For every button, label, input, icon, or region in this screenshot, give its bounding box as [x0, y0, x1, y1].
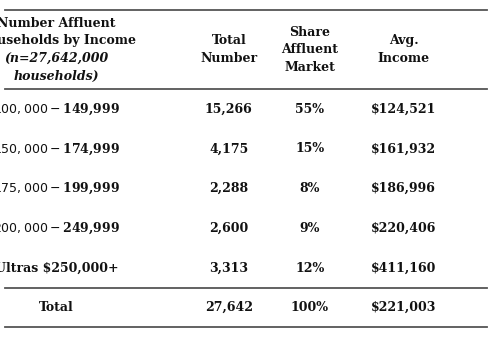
Text: 55%: 55% [296, 103, 324, 116]
Text: Affluent: Affluent [281, 43, 338, 56]
Text: $220,406: $220,406 [371, 222, 436, 235]
Text: (n=27,642,000: (n=27,642,000 [4, 52, 109, 65]
Text: $186,996: $186,996 [371, 182, 436, 195]
Text: Market: Market [284, 61, 336, 74]
Text: 100%: 100% [291, 301, 329, 314]
Text: Households by Income: Households by Income [0, 34, 136, 48]
Text: 2,600: 2,600 [209, 222, 248, 235]
Text: 2,288: 2,288 [209, 182, 248, 195]
Text: Total: Total [39, 301, 74, 314]
Text: Number: Number [200, 52, 257, 65]
Text: 8%: 8% [300, 182, 320, 195]
Text: Ultras $250,000+: Ultras $250,000+ [0, 262, 119, 275]
Text: 15,266: 15,266 [205, 103, 253, 116]
Text: Total: Total [212, 34, 246, 48]
Text: Income: Income [377, 52, 430, 65]
Text: $124,521: $124,521 [371, 103, 436, 116]
Text: Share: Share [289, 26, 331, 39]
Text: 4,175: 4,175 [209, 143, 248, 155]
Text: Number Affluent: Number Affluent [0, 17, 116, 30]
Text: 3,313: 3,313 [209, 262, 248, 275]
Text: Avg.: Avg. [389, 34, 418, 48]
Text: 9%: 9% [300, 222, 320, 235]
Text: 12%: 12% [295, 262, 325, 275]
Text: $411,160: $411,160 [371, 262, 436, 275]
Text: $161,932: $161,932 [371, 143, 436, 155]
Text: 27,642: 27,642 [205, 301, 253, 314]
Text: households): households) [14, 69, 99, 83]
Text: $221,003: $221,003 [371, 301, 436, 314]
Text: $175,000-$199,999: $175,000-$199,999 [0, 181, 120, 196]
Text: 15%: 15% [295, 143, 325, 155]
Text: $200,000-$249,999: $200,000-$249,999 [0, 221, 120, 236]
Text: $100,000-$149,999: $100,000-$149,999 [0, 101, 120, 117]
Text: $150,000-$174,999: $150,000-$174,999 [0, 141, 120, 157]
